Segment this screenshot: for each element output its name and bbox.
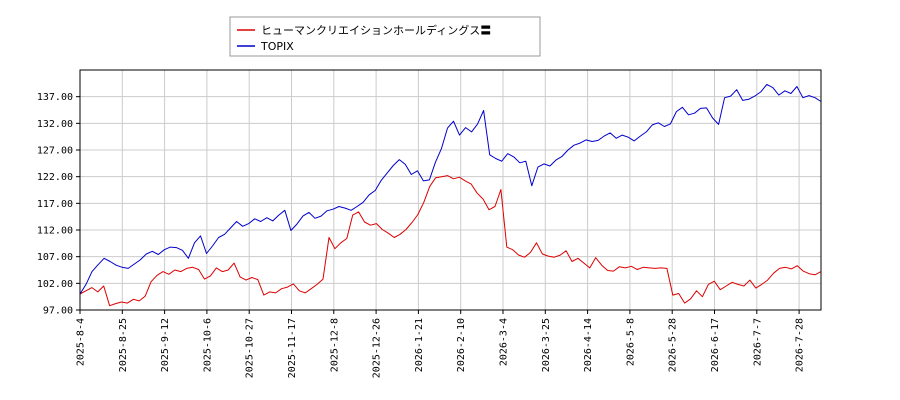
x-tick-label: 2026-3-25 [541, 318, 552, 372]
grid [80, 70, 821, 311]
y-tick-label: 117.00 [37, 199, 73, 210]
y-tick-label: 122.00 [37, 172, 73, 183]
x-tick-label: 2026-4-14 [583, 318, 594, 372]
series-line-company [79, 175, 822, 307]
x-tick-label: 2025-12-26 [372, 318, 383, 378]
x-tick-label: 2025-10-27 [245, 318, 256, 378]
y-axis: 97.00 102.00 107.00 112.00 117.00 122.00 127.0… [37, 92, 80, 317]
x-axis: 2025-8-4 2025-8-25 2025-9-12 2025-10-6 2025-… [76, 310, 806, 378]
series-lines [79, 83, 822, 307]
x-tick-label: 2026-5-8 [625, 318, 636, 366]
x-tick-label: 2025-11-17 [287, 318, 298, 378]
x-tick-label: 2025-8-25 [118, 318, 129, 372]
y-tick-label: 132.00 [37, 119, 73, 130]
x-tick-label: 2026-6-17 [710, 318, 721, 372]
x-tick-label: 2025-9-12 [160, 318, 171, 372]
legend-label-series-2: TOPIX [260, 40, 294, 53]
y-tick-label: 112.00 [37, 226, 73, 237]
y-tick-label: 127.00 [37, 146, 73, 157]
x-tick-label: 2025-8-4 [76, 318, 87, 366]
legend: ヒューマンクリエイションホールディングス〓 TOPIX [229, 16, 541, 57]
x-tick-label: 2025-10-6 [202, 318, 213, 372]
x-tick-label: 2026-7-7 [752, 318, 763, 366]
y-tick-label: 137.00 [37, 92, 73, 103]
x-tick-label: 2026-5-28 [668, 318, 679, 372]
x-tick-label: 2026-1-21 [414, 318, 425, 372]
y-tick-label: 107.00 [37, 252, 73, 263]
plot-frame [79, 69, 822, 311]
series-line-topix [79, 83, 822, 295]
x-tick-label: 2026-7-28 [795, 318, 806, 372]
legend-box [229, 16, 541, 57]
x-tick-label: 2026-2-10 [456, 318, 467, 372]
y-tick-label: 102.00 [37, 279, 73, 290]
x-tick-label: 2025-12-8 [329, 318, 340, 372]
y-tick-label: 97.00 [43, 306, 73, 317]
x-tick-label: 2026-3-4 [499, 318, 510, 366]
legend-label-series-1: ヒューマンクリエイションホールディングス〓 [261, 23, 491, 37]
